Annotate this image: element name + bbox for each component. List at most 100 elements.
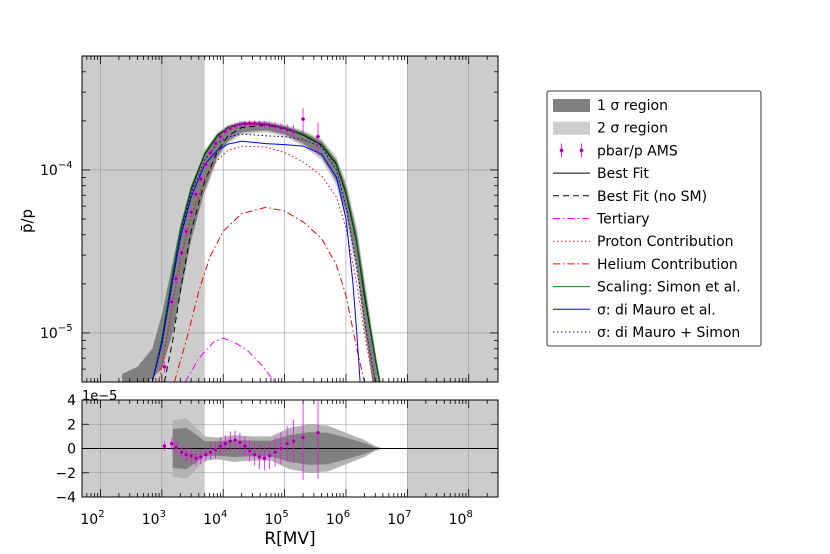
residual-point (273, 450, 277, 455)
residual-y-tick-label: −2 (55, 466, 76, 482)
x-axis-label: R[MV] (264, 529, 315, 549)
residual-frame (81, 399, 499, 498)
series-line (173, 206, 365, 382)
data-point (223, 129, 228, 134)
data-point (233, 124, 237, 128)
data-point (273, 124, 277, 129)
residual-point (252, 452, 257, 457)
residual-point (208, 450, 213, 455)
data-point (301, 117, 305, 122)
series-line (158, 145, 374, 382)
residual-point (262, 456, 267, 461)
data-point (208, 151, 213, 155)
data-point (262, 122, 267, 127)
x-tick-label: 105 (264, 509, 288, 528)
legend-label: 1 σ region (597, 98, 668, 114)
legend-label: σ: di Mauro et al. (597, 302, 716, 318)
residual-point (162, 444, 167, 448)
legend-label: 2 σ region (597, 121, 668, 137)
data-point (174, 276, 178, 281)
data-point (247, 121, 252, 126)
data-point (242, 121, 247, 126)
one-sigma-region (122, 122, 378, 382)
series-line (151, 140, 361, 382)
legend-label: pbar/p AMS (597, 143, 678, 159)
x-tick-label: 103 (142, 509, 166, 528)
residual-point (169, 441, 174, 446)
data-point (184, 229, 189, 234)
legend-label: σ: di Mauro + Simon (597, 325, 740, 341)
legend-marker (579, 148, 584, 153)
data-point (238, 122, 242, 127)
data-point (179, 250, 184, 255)
data-point (203, 162, 208, 167)
residual-point (238, 440, 242, 445)
residual-point (233, 438, 237, 442)
legend-label: Proton Contribution (597, 234, 734, 250)
residual-point (291, 439, 296, 444)
y-tick-label: 10−5 (40, 323, 73, 342)
data-point (169, 300, 174, 304)
legend-label: Best Fit (no SM) (597, 189, 707, 205)
data-point (162, 364, 167, 369)
x-tick-label: 108 (449, 509, 473, 528)
residual-point (228, 439, 233, 444)
residual-y-tick-label: 4 (67, 393, 76, 409)
data-point (194, 192, 198, 197)
legend-patch (553, 121, 590, 135)
residual-point (213, 447, 218, 452)
residual-y-tick-label: −4 (55, 490, 76, 506)
legend-marker (559, 148, 564, 153)
legend: 1 σ region 2 σ region pbar/p AMS Best Fit Be… (546, 90, 762, 347)
y-axis-label: p̄/p (18, 209, 36, 233)
residual-point (316, 430, 320, 435)
residual-y-tick-label: 2 (67, 417, 76, 433)
main-plot-panel: 10−5 10−4 (40, 55, 499, 383)
data-point (252, 121, 257, 126)
legend-patch (553, 99, 590, 112)
residual-scale-label: 1e−5 (82, 389, 117, 404)
residual-point (189, 453, 194, 458)
x-tick-label: 102 (80, 509, 104, 528)
legend-label: Tertiary (596, 212, 650, 228)
legend-label: Best Fit (597, 166, 649, 182)
excluded-high-band (407, 56, 498, 382)
data-point (285, 127, 290, 132)
data-point (291, 129, 296, 134)
data-point (278, 126, 283, 130)
x-tick-label: 106 (326, 509, 350, 528)
residual-y-tick-label: 0 (67, 442, 76, 458)
y-tick-label: 10−4 (40, 160, 73, 179)
residual-point (179, 450, 184, 455)
plot-frame (81, 55, 499, 383)
data-point (267, 123, 272, 128)
residual-point (242, 444, 247, 448)
legend-box (546, 90, 762, 347)
residual-point (174, 445, 178, 450)
data-point (198, 177, 203, 181)
residual-point (301, 435, 305, 440)
data-point (189, 210, 194, 215)
data-point (257, 121, 262, 126)
residual-point (203, 452, 208, 457)
data-point (316, 134, 320, 139)
residual-point (267, 453, 272, 458)
residual-point (194, 456, 198, 461)
residual-point (278, 446, 283, 451)
residual-point (285, 441, 290, 446)
series-line (184, 337, 276, 382)
residual-point (198, 455, 203, 459)
data-point (228, 126, 233, 131)
data-point (218, 134, 223, 139)
data-point (213, 141, 218, 146)
x-tick-label: 107 (387, 509, 411, 528)
legend-label: Scaling: Simon et al. (597, 280, 741, 296)
legend-label: Helium Contribution (597, 257, 738, 273)
residual-point (257, 455, 262, 459)
residual-point (218, 444, 223, 448)
x-tick-label: 104 (203, 509, 227, 528)
residual-point (247, 449, 252, 453)
series-line (151, 133, 376, 382)
